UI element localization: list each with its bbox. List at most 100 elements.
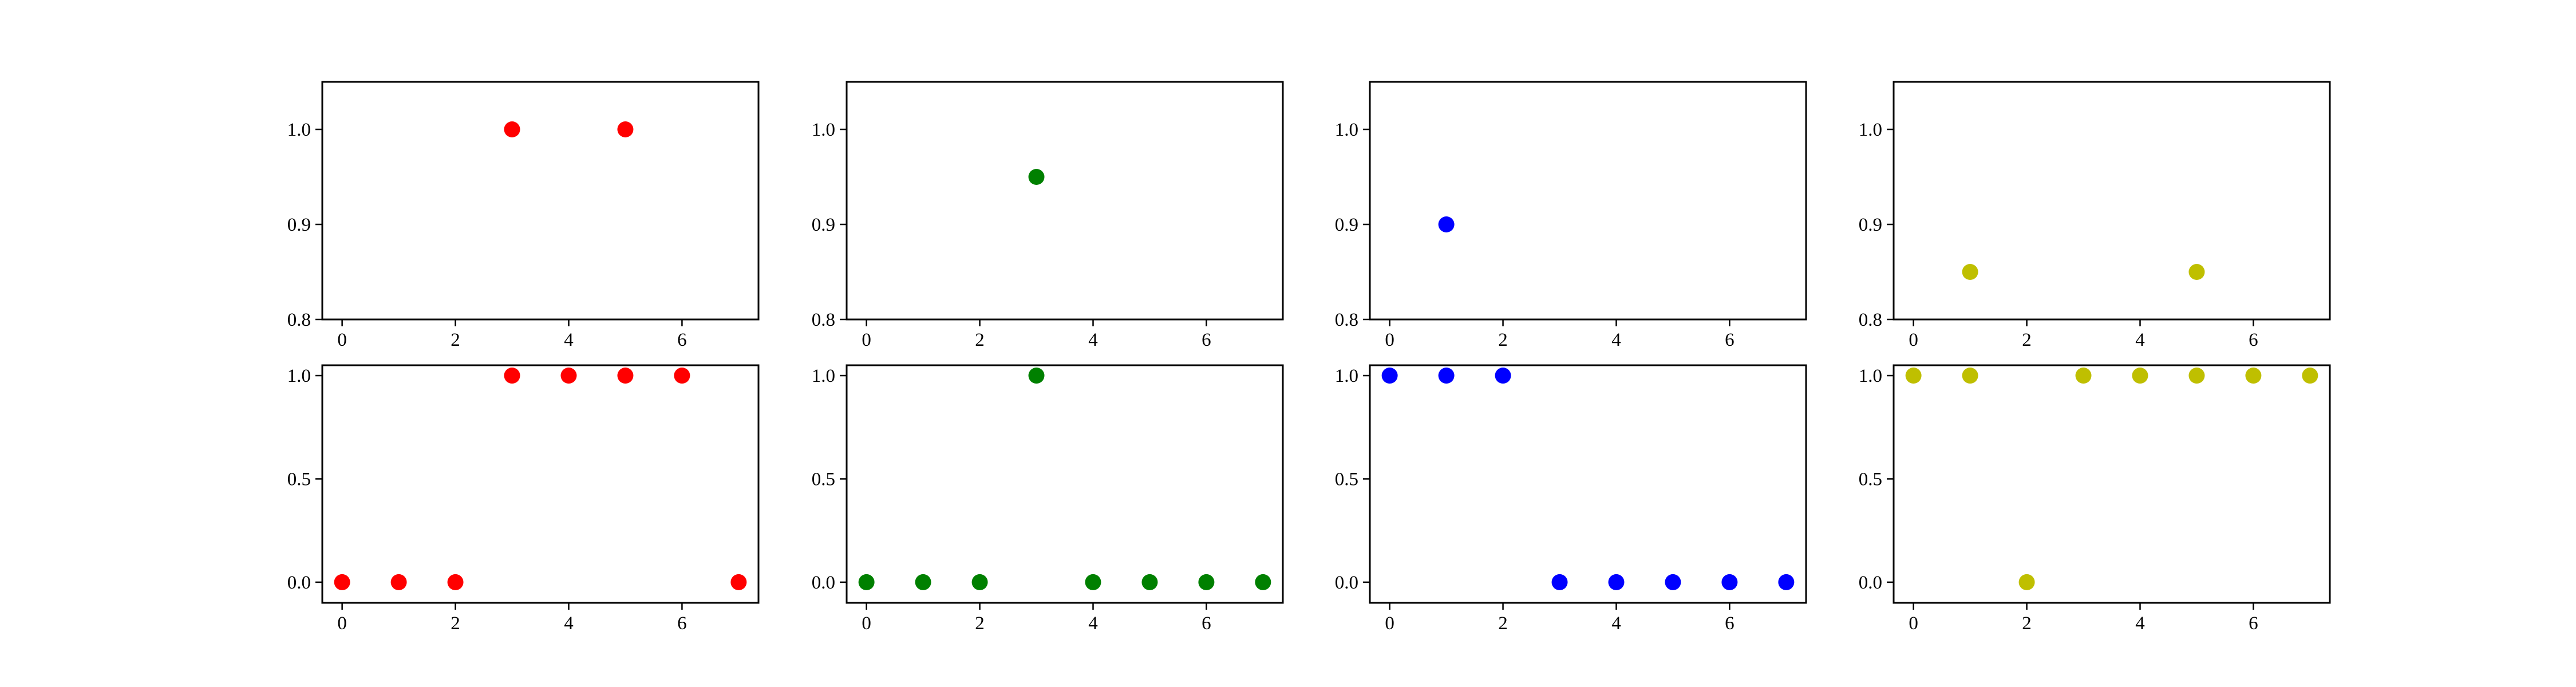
y-tick-label: 0.0 [1335, 572, 1358, 593]
x-tick-label: 6 [1725, 330, 1735, 350]
data-point [1255, 574, 1271, 590]
data-point [915, 574, 931, 590]
data-point [617, 121, 634, 137]
data-point [1905, 368, 1922, 384]
x-tick-label: 0 [1385, 613, 1394, 634]
x-tick-label: 0 [1385, 330, 1394, 350]
axes-frame [1893, 81, 2331, 321]
subplot-5: 0 2 4 6 0.0 0.5 1.0 [287, 364, 760, 634]
y-tick-label: 0.8 [812, 310, 835, 330]
x-tick-label: 2 [451, 613, 460, 634]
axes-frame [1893, 364, 2331, 604]
data-point [1085, 574, 1101, 590]
y-tick-label: 1.0 [1335, 120, 1358, 140]
y-tick-label: 0.5 [812, 469, 835, 489]
x-tick-label: 4 [1611, 330, 1621, 350]
data-point [2132, 368, 2148, 384]
x-tick-label: 2 [451, 330, 460, 350]
data-point [971, 574, 988, 590]
subplot-7: 0 2 4 6 0.0 0.5 1.0 [1335, 364, 1807, 634]
x-tick-label: 0 [862, 330, 871, 350]
data-point [2075, 368, 2092, 384]
y-tick-label: 1.0 [812, 120, 835, 140]
y-tick-label: 0.9 [287, 215, 311, 235]
data-point [1381, 368, 1398, 384]
subplot-1: 0 2 4 6 0.8 0.9 1.0 [287, 81, 760, 350]
axes-frame [846, 364, 1284, 604]
x-tick-label: 2 [975, 613, 985, 634]
y-tick-label: 0.0 [812, 572, 835, 593]
y-tick-label: 0.9 [1335, 215, 1358, 235]
data-point [1962, 368, 1978, 384]
data-point [617, 368, 634, 384]
data-point [1495, 368, 1511, 384]
x-tick-label: 0 [337, 613, 347, 634]
x-tick-label: 4 [1088, 613, 1098, 634]
y-tick-label: 0.0 [1859, 572, 1882, 593]
y-tick-label: 1.0 [1859, 366, 1882, 386]
y-tick-label: 0.5 [1859, 469, 1882, 489]
x-tick-label: 2 [975, 330, 985, 350]
subplot-6: 0 2 4 6 0.0 0.5 1.0 [812, 364, 1284, 634]
subplot-4: 0 2 4 6 0.8 0.9 1.0 [1859, 81, 2331, 350]
y-tick-label: 1.0 [287, 120, 311, 140]
data-point [1608, 574, 1625, 590]
x-tick-label: 6 [1725, 613, 1735, 634]
axes-frame [321, 81, 760, 321]
y-tick-label: 0.0 [287, 572, 311, 593]
data-point [2245, 368, 2262, 384]
data-point [858, 574, 875, 590]
x-tick-label: 6 [2249, 613, 2258, 634]
data-point [1778, 574, 1795, 590]
y-tick-label: 0.8 [287, 310, 311, 330]
y-tick-label: 0.5 [1335, 469, 1358, 489]
y-tick-label: 0.9 [1859, 215, 1882, 235]
y-tick-label: 0.9 [812, 215, 835, 235]
axes-frame [846, 81, 1284, 321]
subplot-2: 0 2 4 6 0.8 0.9 1.0 [812, 81, 1284, 350]
y-tick-label: 1.0 [1859, 120, 1882, 140]
x-tick-label: 4 [1611, 613, 1621, 634]
data-point [2188, 368, 2205, 384]
x-tick-label: 0 [862, 613, 871, 634]
x-tick-label: 4 [2135, 330, 2145, 350]
axes-frame [1369, 364, 1807, 604]
x-tick-label: 2 [1498, 330, 1508, 350]
y-tick-label: 1.0 [287, 366, 311, 386]
data-point [504, 121, 520, 137]
y-tick-label: 1.0 [812, 366, 835, 386]
data-point [2302, 368, 2318, 384]
data-point [2188, 264, 2205, 280]
x-tick-label: 4 [1088, 330, 1098, 350]
x-tick-label: 2 [2022, 330, 2032, 350]
data-point [674, 368, 690, 384]
data-point [390, 574, 407, 590]
x-tick-label: 6 [1202, 330, 1211, 350]
data-point [1438, 216, 1455, 232]
x-tick-label: 4 [564, 330, 574, 350]
x-tick-label: 0 [1909, 330, 1918, 350]
subplot-8: 0 2 4 6 0.0 0.5 1.0 [1859, 364, 2331, 634]
data-point [334, 574, 350, 590]
data-point [730, 574, 747, 590]
subplot-grid: 0 2 4 60.80.91.00 2 4 60.80.91.00 2 4 60.80.91.00… [287, 81, 2331, 634]
axes-frame [321, 364, 760, 604]
y-tick-label: 0.8 [1859, 310, 1882, 330]
data-point [1962, 264, 1978, 280]
x-tick-label: 2 [2022, 613, 2032, 634]
data-point [1028, 169, 1045, 185]
data-point [560, 368, 577, 384]
data-point [2018, 574, 2035, 590]
x-tick-label: 0 [337, 330, 347, 350]
data-point [447, 574, 464, 590]
data-point [1665, 574, 1681, 590]
x-tick-label: 4 [564, 613, 574, 634]
x-tick-label: 6 [2249, 330, 2258, 350]
subplot-3: 0 2 4 6 0.8 0.9 1.0 [1335, 81, 1807, 350]
data-point [1721, 574, 1738, 590]
data-point [504, 368, 520, 384]
data-point [1028, 368, 1045, 384]
y-tick-label: 0.5 [287, 469, 311, 489]
